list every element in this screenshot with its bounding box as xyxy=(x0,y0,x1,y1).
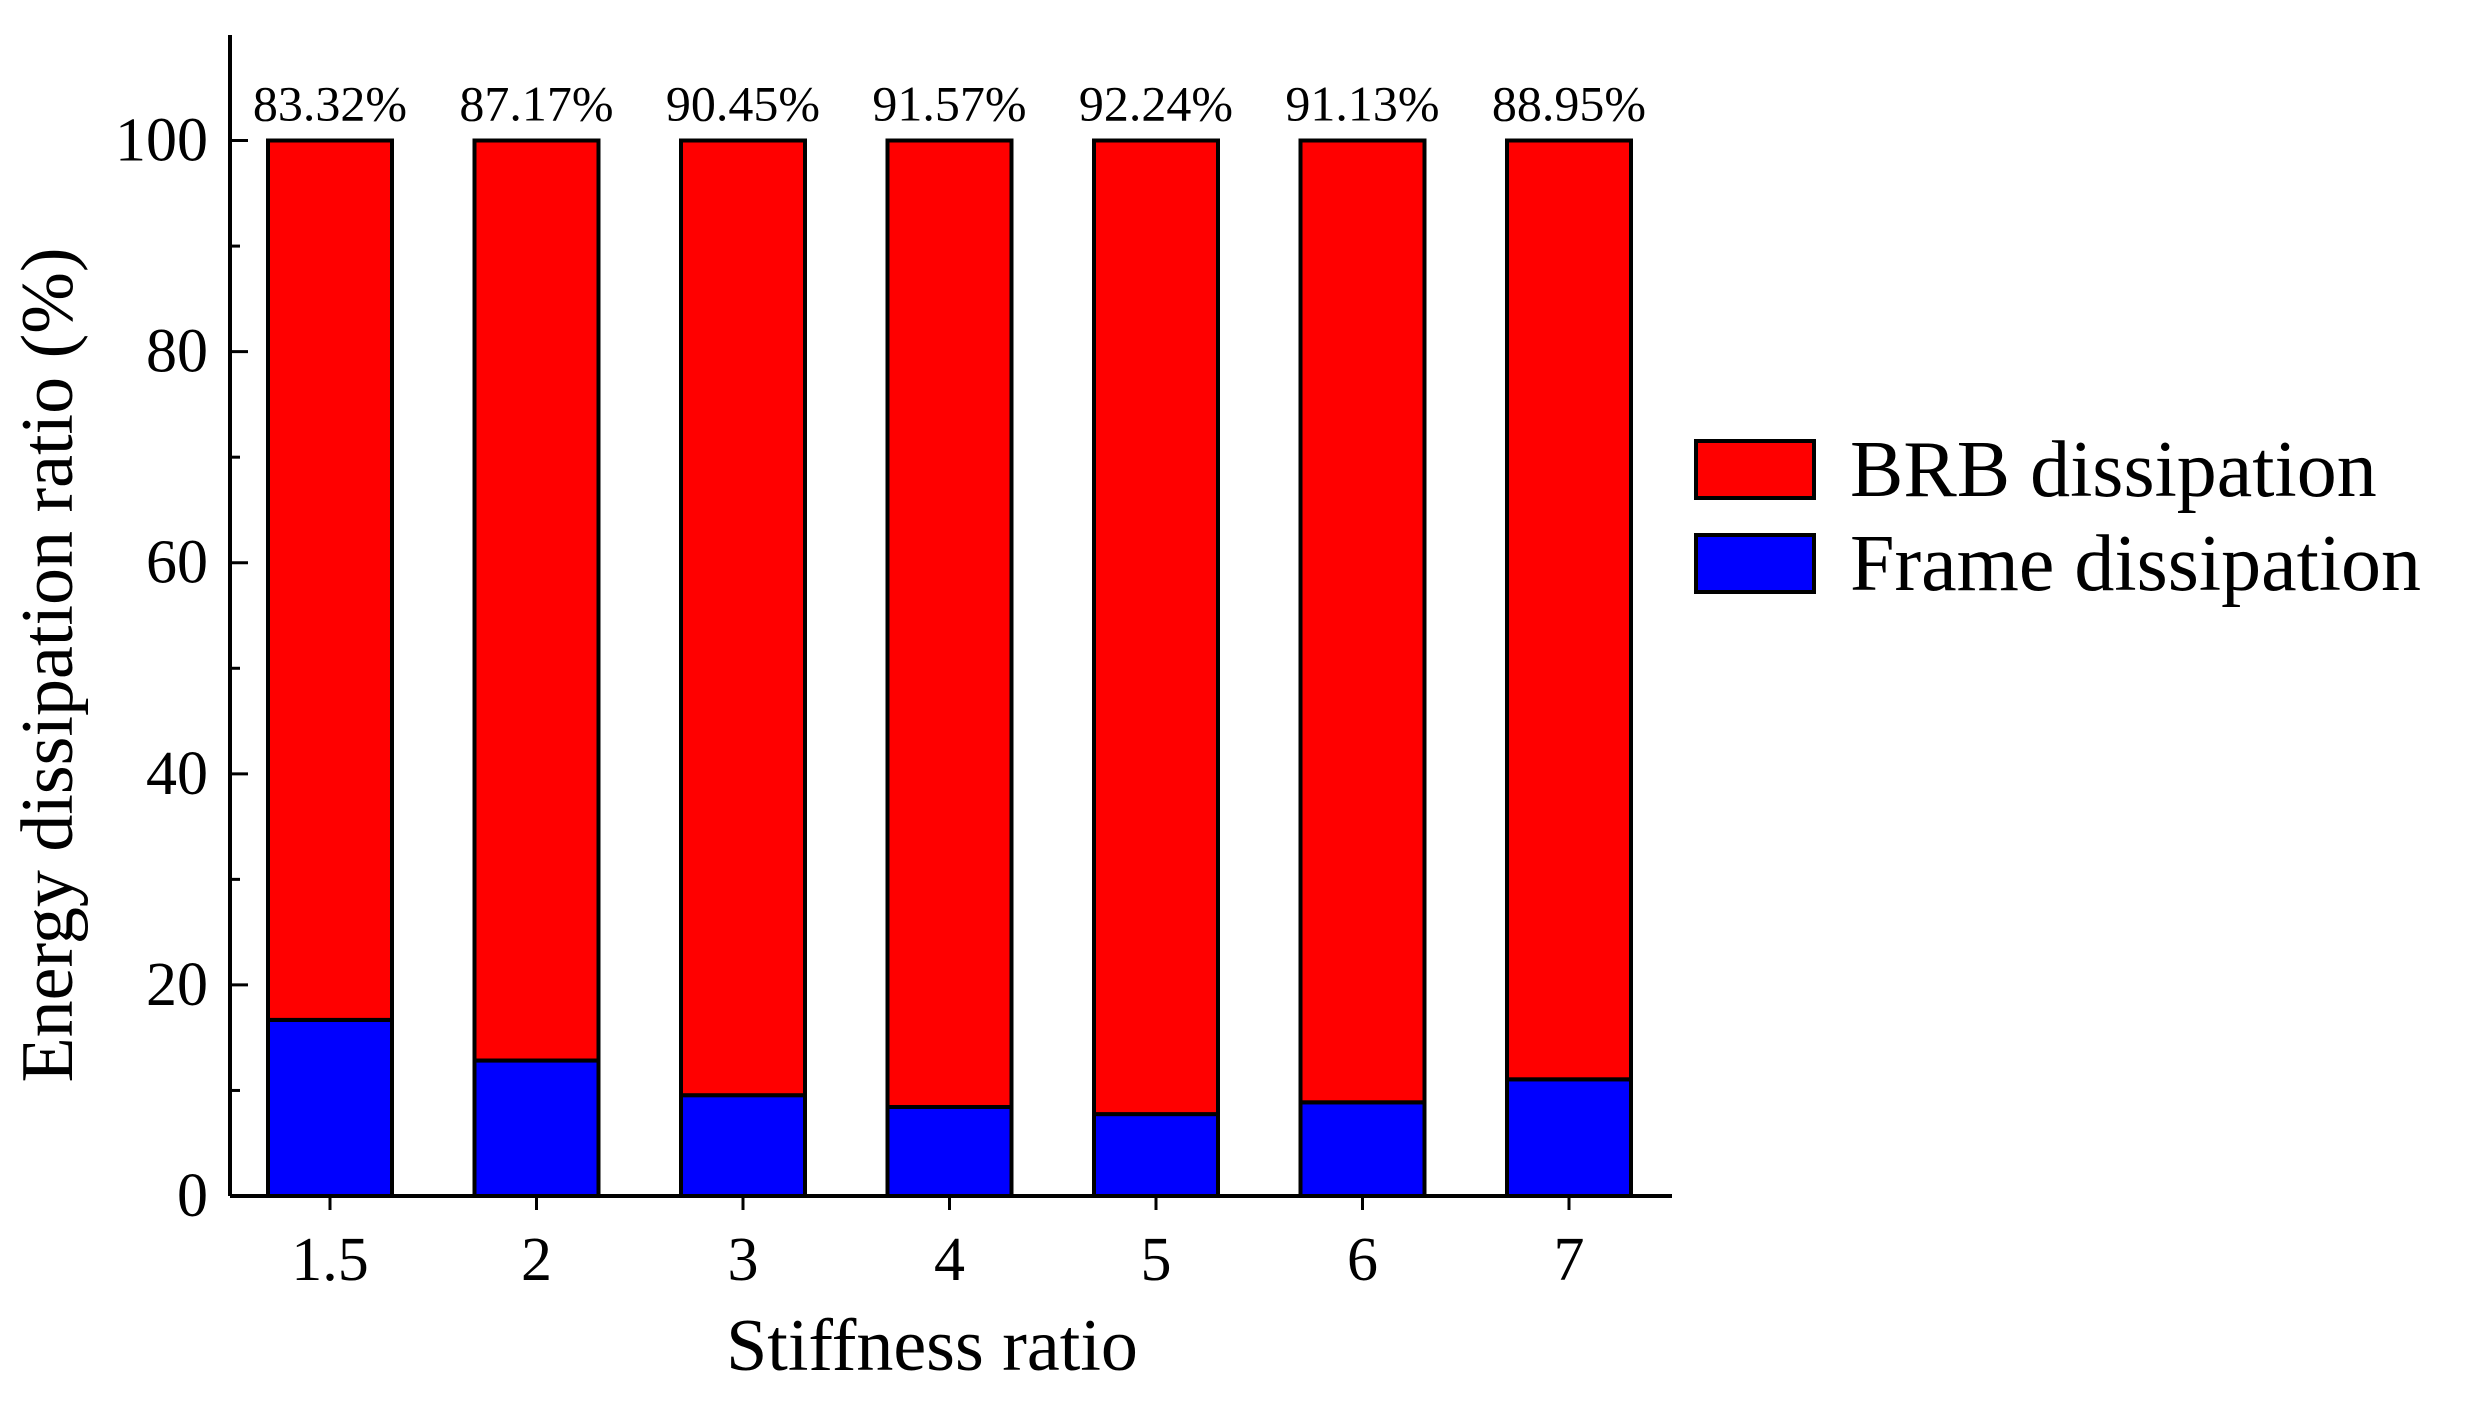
x-tick-label-3: 3 xyxy=(728,1226,759,1294)
x-tick-label-2: 2 xyxy=(521,1226,552,1294)
legend-swatch-frame xyxy=(1694,533,1816,594)
legend-label-brb: BRB dissipation xyxy=(1850,426,2377,514)
bar-brb-6 xyxy=(1298,138,1427,1105)
data-label-5: 92.24% xyxy=(1079,76,1233,132)
bar-frame-6 xyxy=(1298,1100,1427,1199)
data-label-2: 87.17% xyxy=(459,76,613,132)
x-tick-label-6: 6 xyxy=(1347,1226,1378,1294)
data-label-3: 90.45% xyxy=(666,76,820,132)
x-tick-label-7: 7 xyxy=(1554,1226,1585,1294)
y-axis-title: Energy dissipation ratio (%) xyxy=(7,247,89,1082)
legend: BRB dissipation Frame dissipation xyxy=(1694,426,2421,608)
bar-frame-5 xyxy=(1092,1112,1220,1198)
bar-frame-4 xyxy=(885,1105,1014,1198)
bar-frame-2 xyxy=(472,1058,601,1198)
data-label-6: 91.13% xyxy=(1285,76,1439,132)
bar-brb-7 xyxy=(1505,138,1633,1082)
x-tick-label-1_5: 1.5 xyxy=(291,1226,369,1294)
y-tick-label-0: 0 xyxy=(177,1162,208,1230)
legend-label-frame: Frame dissipation xyxy=(1850,520,2421,608)
x-tick-label-5: 5 xyxy=(1141,1226,1172,1294)
bar-frame-1_5 xyxy=(266,1018,394,1198)
bar-brb-4 xyxy=(885,138,1014,1109)
data-label-1_5: 83.32% xyxy=(253,76,407,132)
data-label-4: 91.57% xyxy=(872,76,1026,132)
y-tick-label-40: 40 xyxy=(146,740,208,808)
bar-brb-2 xyxy=(472,138,601,1063)
legend-swatch-brb xyxy=(1694,439,1816,500)
bar-brb-5 xyxy=(1092,138,1220,1117)
data-label-7: 88.95% xyxy=(1492,76,1646,132)
plot-area: 83.32% 1.5 87.17% 2 90.45% 3 91.57% 4 92.24% 5 91.… xyxy=(115,35,1672,1294)
bar-brb-3 xyxy=(679,138,807,1098)
y-tick-label-80: 80 xyxy=(146,318,208,386)
bar-frame-7 xyxy=(1505,1077,1633,1199)
y-tick-label-100: 100 xyxy=(115,107,208,175)
bar-brb-1_5 xyxy=(266,138,394,1022)
bar-frame-3 xyxy=(679,1093,807,1198)
y-tick-label-20: 20 xyxy=(146,951,208,1019)
x-tick-label-4: 4 xyxy=(934,1226,965,1294)
x-axis-title: Stiffness ratio xyxy=(726,1305,1138,1387)
y-tick-label-60: 60 xyxy=(146,529,208,597)
